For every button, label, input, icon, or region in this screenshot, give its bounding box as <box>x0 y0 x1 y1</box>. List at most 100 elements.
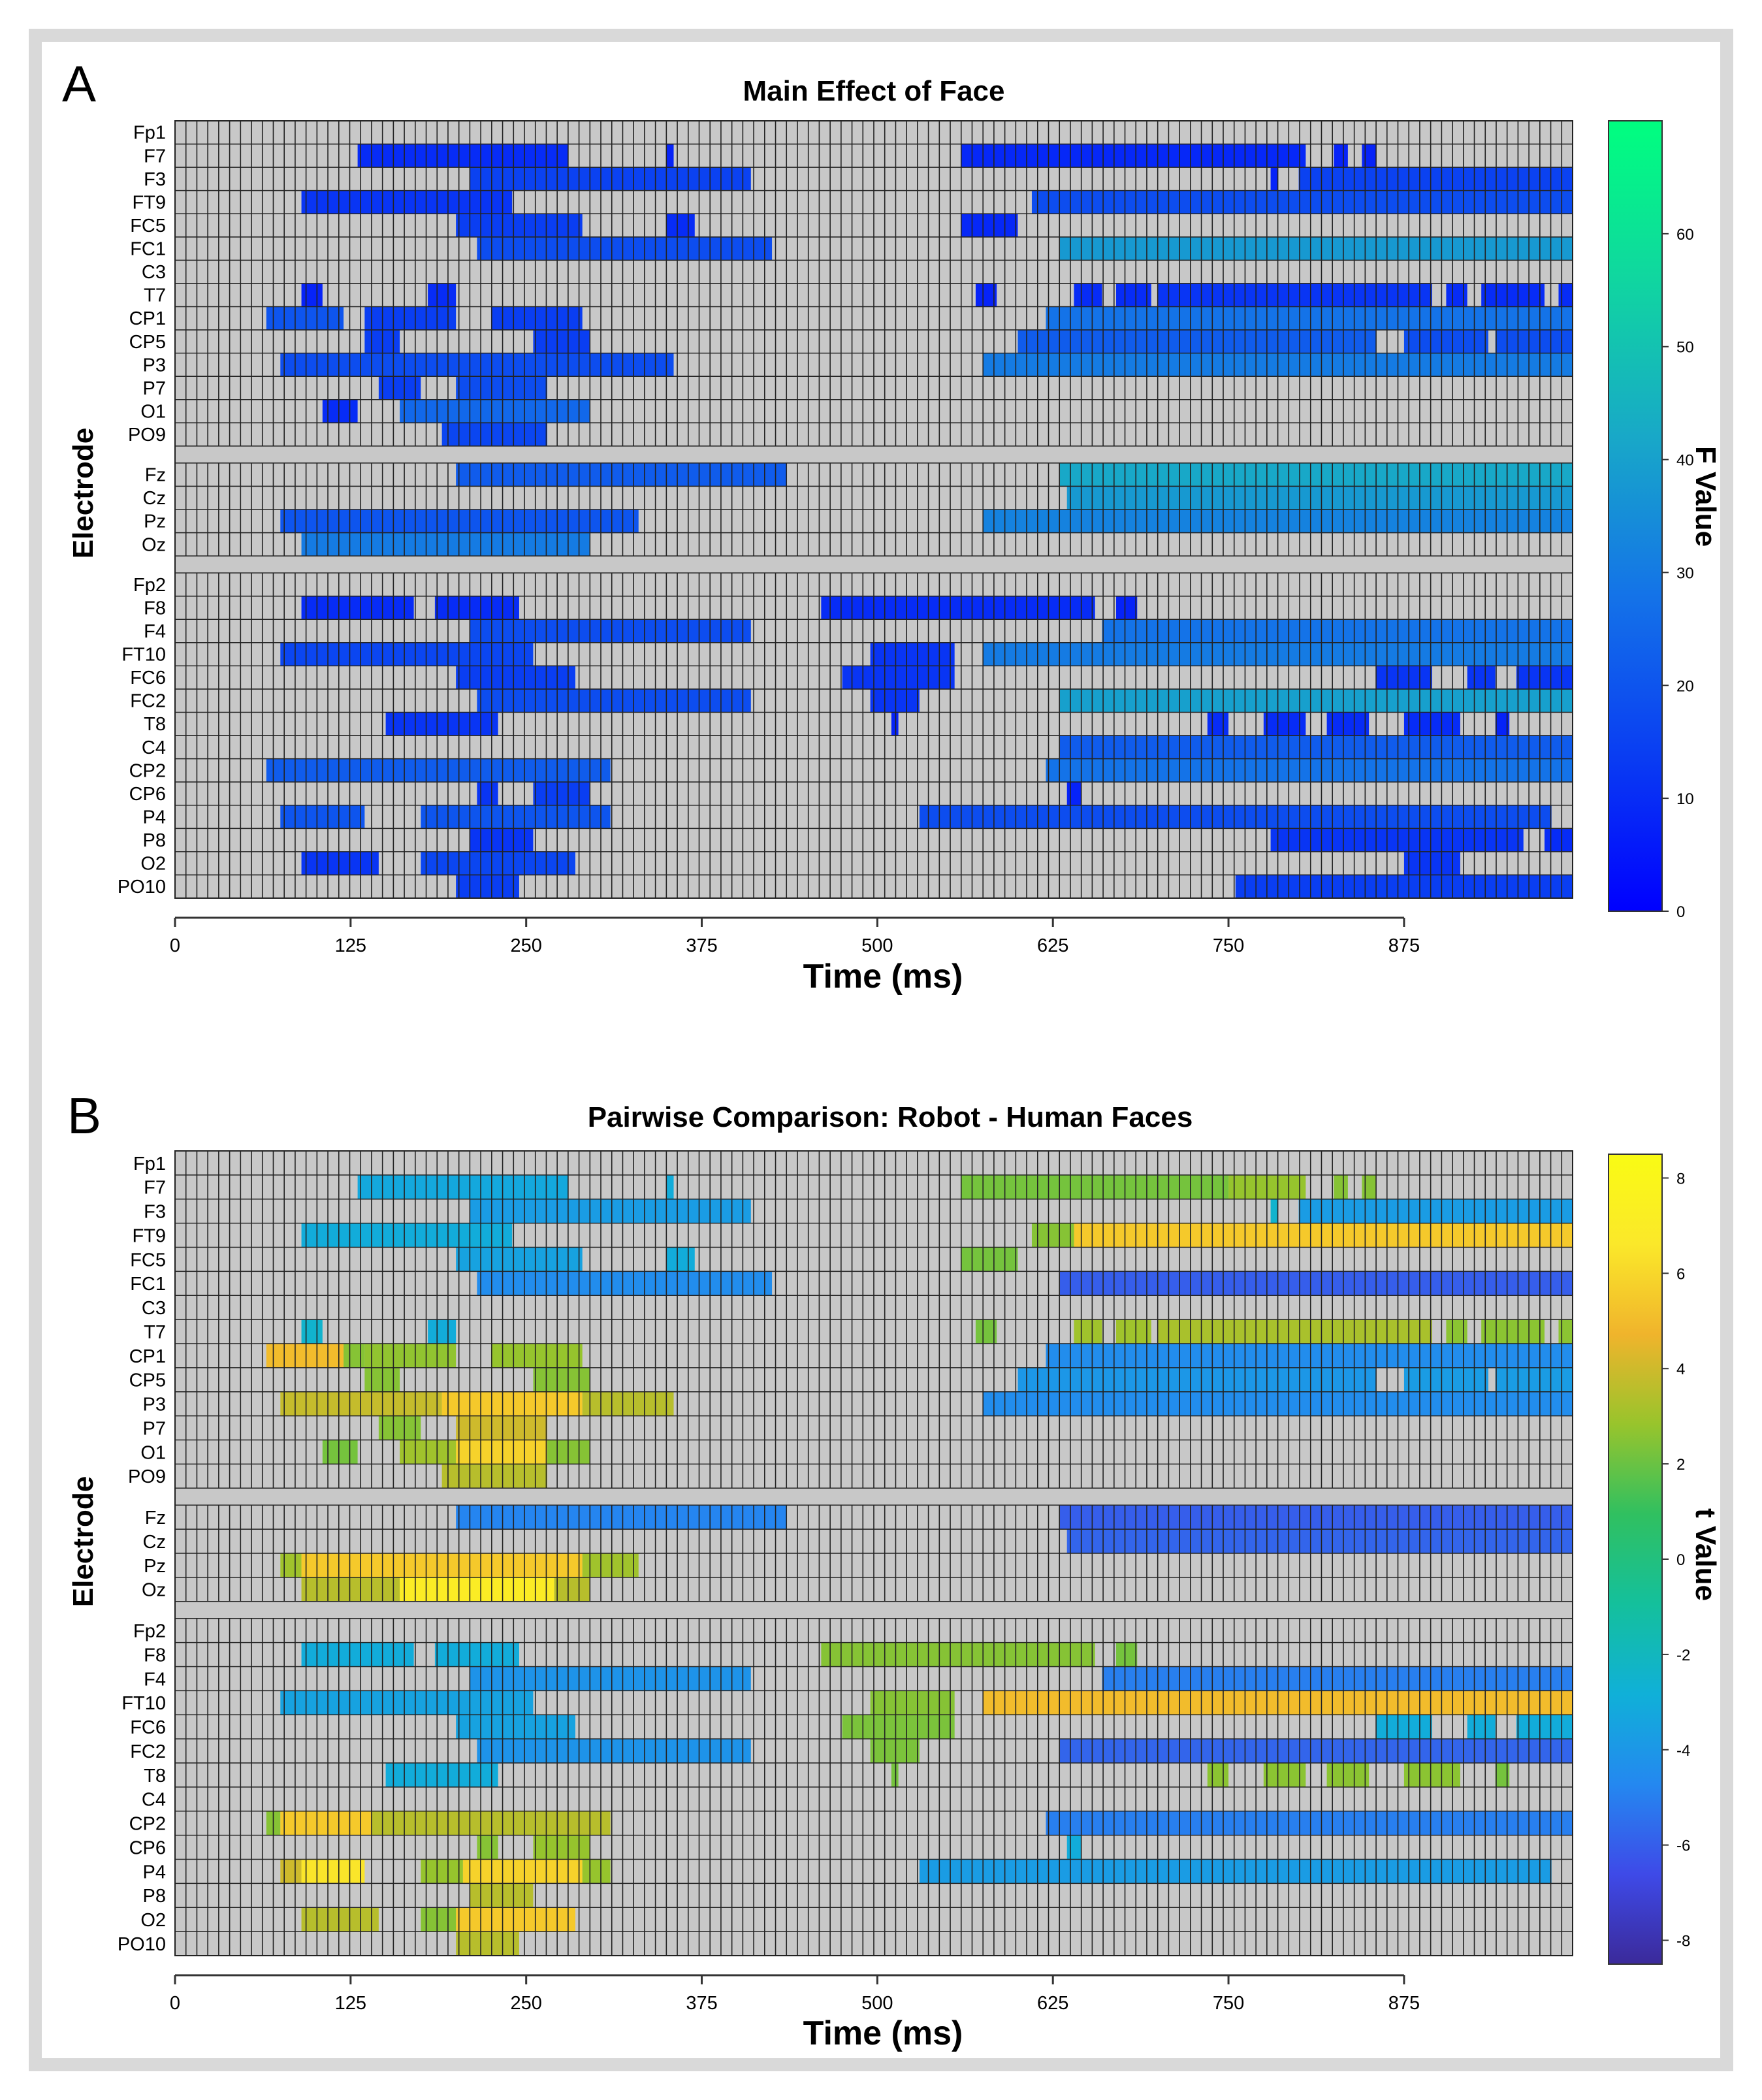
heat-cell-po9 <box>441 423 547 446</box>
panel-b-title: Pairwise Comparison: Robot - Human Faces <box>588 1101 1193 1133</box>
heat-cell-cp1 <box>490 1344 583 1368</box>
electrode-label: P3 <box>143 355 166 376</box>
heatmap-plot-b <box>174 1150 1573 1956</box>
heat-cell-p7 <box>378 1415 421 1440</box>
heat-cell-f4 <box>470 1666 751 1691</box>
heat-cell-p4 <box>280 805 365 829</box>
heat-cell-cp1 <box>364 306 457 331</box>
electrode-label: P8 <box>143 830 166 851</box>
panel-b-xlabel: Time (ms) <box>803 2014 963 2052</box>
heat-cell-ft10 <box>280 1690 534 1715</box>
heat-cell-f8 <box>434 596 519 620</box>
panel-a-xlabel: Time (ms) <box>803 958 963 995</box>
x-tick-label: 875 <box>1388 935 1420 956</box>
heat-cell-t7 <box>975 283 997 307</box>
electrode-label: FT10 <box>121 1693 166 1714</box>
heat-cell-o1 <box>400 399 590 423</box>
electrode-label: FC2 <box>130 1741 166 1762</box>
electrode-label: Fp1 <box>133 123 166 144</box>
heat-cell-ft10 <box>870 1690 955 1715</box>
x-tick-label: 375 <box>686 1993 717 2014</box>
electrode-label: C3 <box>142 1298 166 1319</box>
heat-cell-cz <box>1066 1529 1573 1553</box>
x-tick-label: 375 <box>686 935 717 956</box>
heat-cell-f7 <box>666 1174 674 1199</box>
heat-cell-t8 <box>1403 1763 1460 1787</box>
electrode-label: O2 <box>140 1910 166 1931</box>
heat-cell-o2 <box>421 1907 457 1932</box>
electrode-label: O1 <box>140 1442 166 1463</box>
electrode-label: FC1 <box>130 1274 166 1295</box>
heat-cell-cp1 <box>344 1344 365 1368</box>
electrode-label: T8 <box>144 1766 166 1786</box>
heat-cell-fc5 <box>456 214 583 237</box>
heat-cell-t8 <box>1207 712 1229 736</box>
heat-cell-fc2 <box>870 688 920 713</box>
electrode-label: Oz <box>142 1580 166 1601</box>
heat-cell-cp5 <box>1017 330 1376 353</box>
electrode-label: CP5 <box>129 332 166 353</box>
heat-cell-t7 <box>1116 283 1151 307</box>
electrode-label: FT9 <box>132 192 166 213</box>
heat-cell-cp5 <box>533 330 590 353</box>
heat-cell-t7 <box>1558 283 1573 307</box>
heat-cell-fc5 <box>961 1247 1018 1272</box>
heat-cell-t7 <box>428 283 457 307</box>
heat-cell-t7 <box>1158 283 1432 307</box>
heat-cell-t8 <box>1495 712 1510 736</box>
heat-cell-f3 <box>470 167 751 191</box>
x-tick-label: 125 <box>335 935 366 956</box>
x-tick-label: 625 <box>1037 935 1068 956</box>
heat-cell-t7 <box>1446 283 1467 307</box>
heat-cell-oz <box>301 1577 400 1602</box>
colorbar <box>1608 120 1663 912</box>
heat-cell-fc6 <box>1375 666 1432 689</box>
heat-cell-c4 <box>1059 735 1573 759</box>
grid-lines <box>174 572 1573 899</box>
heat-cell-p8 <box>1270 828 1524 852</box>
heat-cell-fc2 <box>1059 1739 1573 1763</box>
heat-cell-fc6 <box>456 1715 575 1739</box>
heat-cell-t7 <box>1158 1319 1432 1344</box>
heat-cell-po10 <box>456 1931 519 1956</box>
heat-cell-fc5 <box>961 214 1018 237</box>
colorbar-tick-label: -4 <box>1676 1742 1690 1760</box>
colorbar-tick-label: 60 <box>1676 226 1694 244</box>
electrode-label: FT10 <box>121 645 166 666</box>
heat-cell-ft9 <box>1031 1223 1074 1248</box>
heat-cell-f7 <box>961 144 1306 168</box>
x-tick-label: 500 <box>861 1993 893 2014</box>
electrode-label: F8 <box>144 1645 166 1666</box>
heat-cell-fc6 <box>1467 666 1496 689</box>
electrode-label: CP2 <box>129 1814 166 1835</box>
x-tick-label: 875 <box>1388 1993 1420 2014</box>
heat-cell-f3 <box>1270 1199 1278 1223</box>
electrode-label: P7 <box>143 378 166 399</box>
heat-cell-t7 <box>1116 1319 1151 1344</box>
heat-cell-cp6 <box>477 1835 498 1860</box>
heat-cell-ft9 <box>301 1223 513 1248</box>
heat-cell-t8 <box>1263 712 1306 736</box>
colorbar <box>1608 1154 1663 1965</box>
heat-cell-t8 <box>1263 1763 1306 1787</box>
electrode-label: CP5 <box>129 1370 166 1391</box>
heat-cell-p8 <box>470 1883 534 1908</box>
heat-cell-t7 <box>1481 283 1545 307</box>
heat-cell-t8 <box>1326 1763 1370 1787</box>
heat-cell-cp1 <box>490 306 583 331</box>
heat-cell-p7 <box>456 376 547 400</box>
heat-cell-t8 <box>891 712 899 736</box>
heat-cell-f8 <box>821 596 1095 620</box>
heat-cell-f7 <box>961 1174 1229 1199</box>
heat-cell-cz <box>1066 486 1573 509</box>
panel-a-letter: A <box>62 55 96 112</box>
heat-cell-cp6 <box>1066 1835 1081 1860</box>
electrode-label: Fp1 <box>133 1154 166 1174</box>
x-tick-label: 625 <box>1037 1993 1068 2014</box>
x-tick-label: 125 <box>335 1993 366 2014</box>
heat-cell-ft9 <box>301 190 513 214</box>
colorbar-tick-label: 0 <box>1676 903 1685 921</box>
panel-a: A Main Effect of Face Time (ms) Electrod… <box>62 55 1722 995</box>
heat-cell-f8 <box>1116 596 1138 620</box>
heat-cell-p3 <box>280 353 674 377</box>
